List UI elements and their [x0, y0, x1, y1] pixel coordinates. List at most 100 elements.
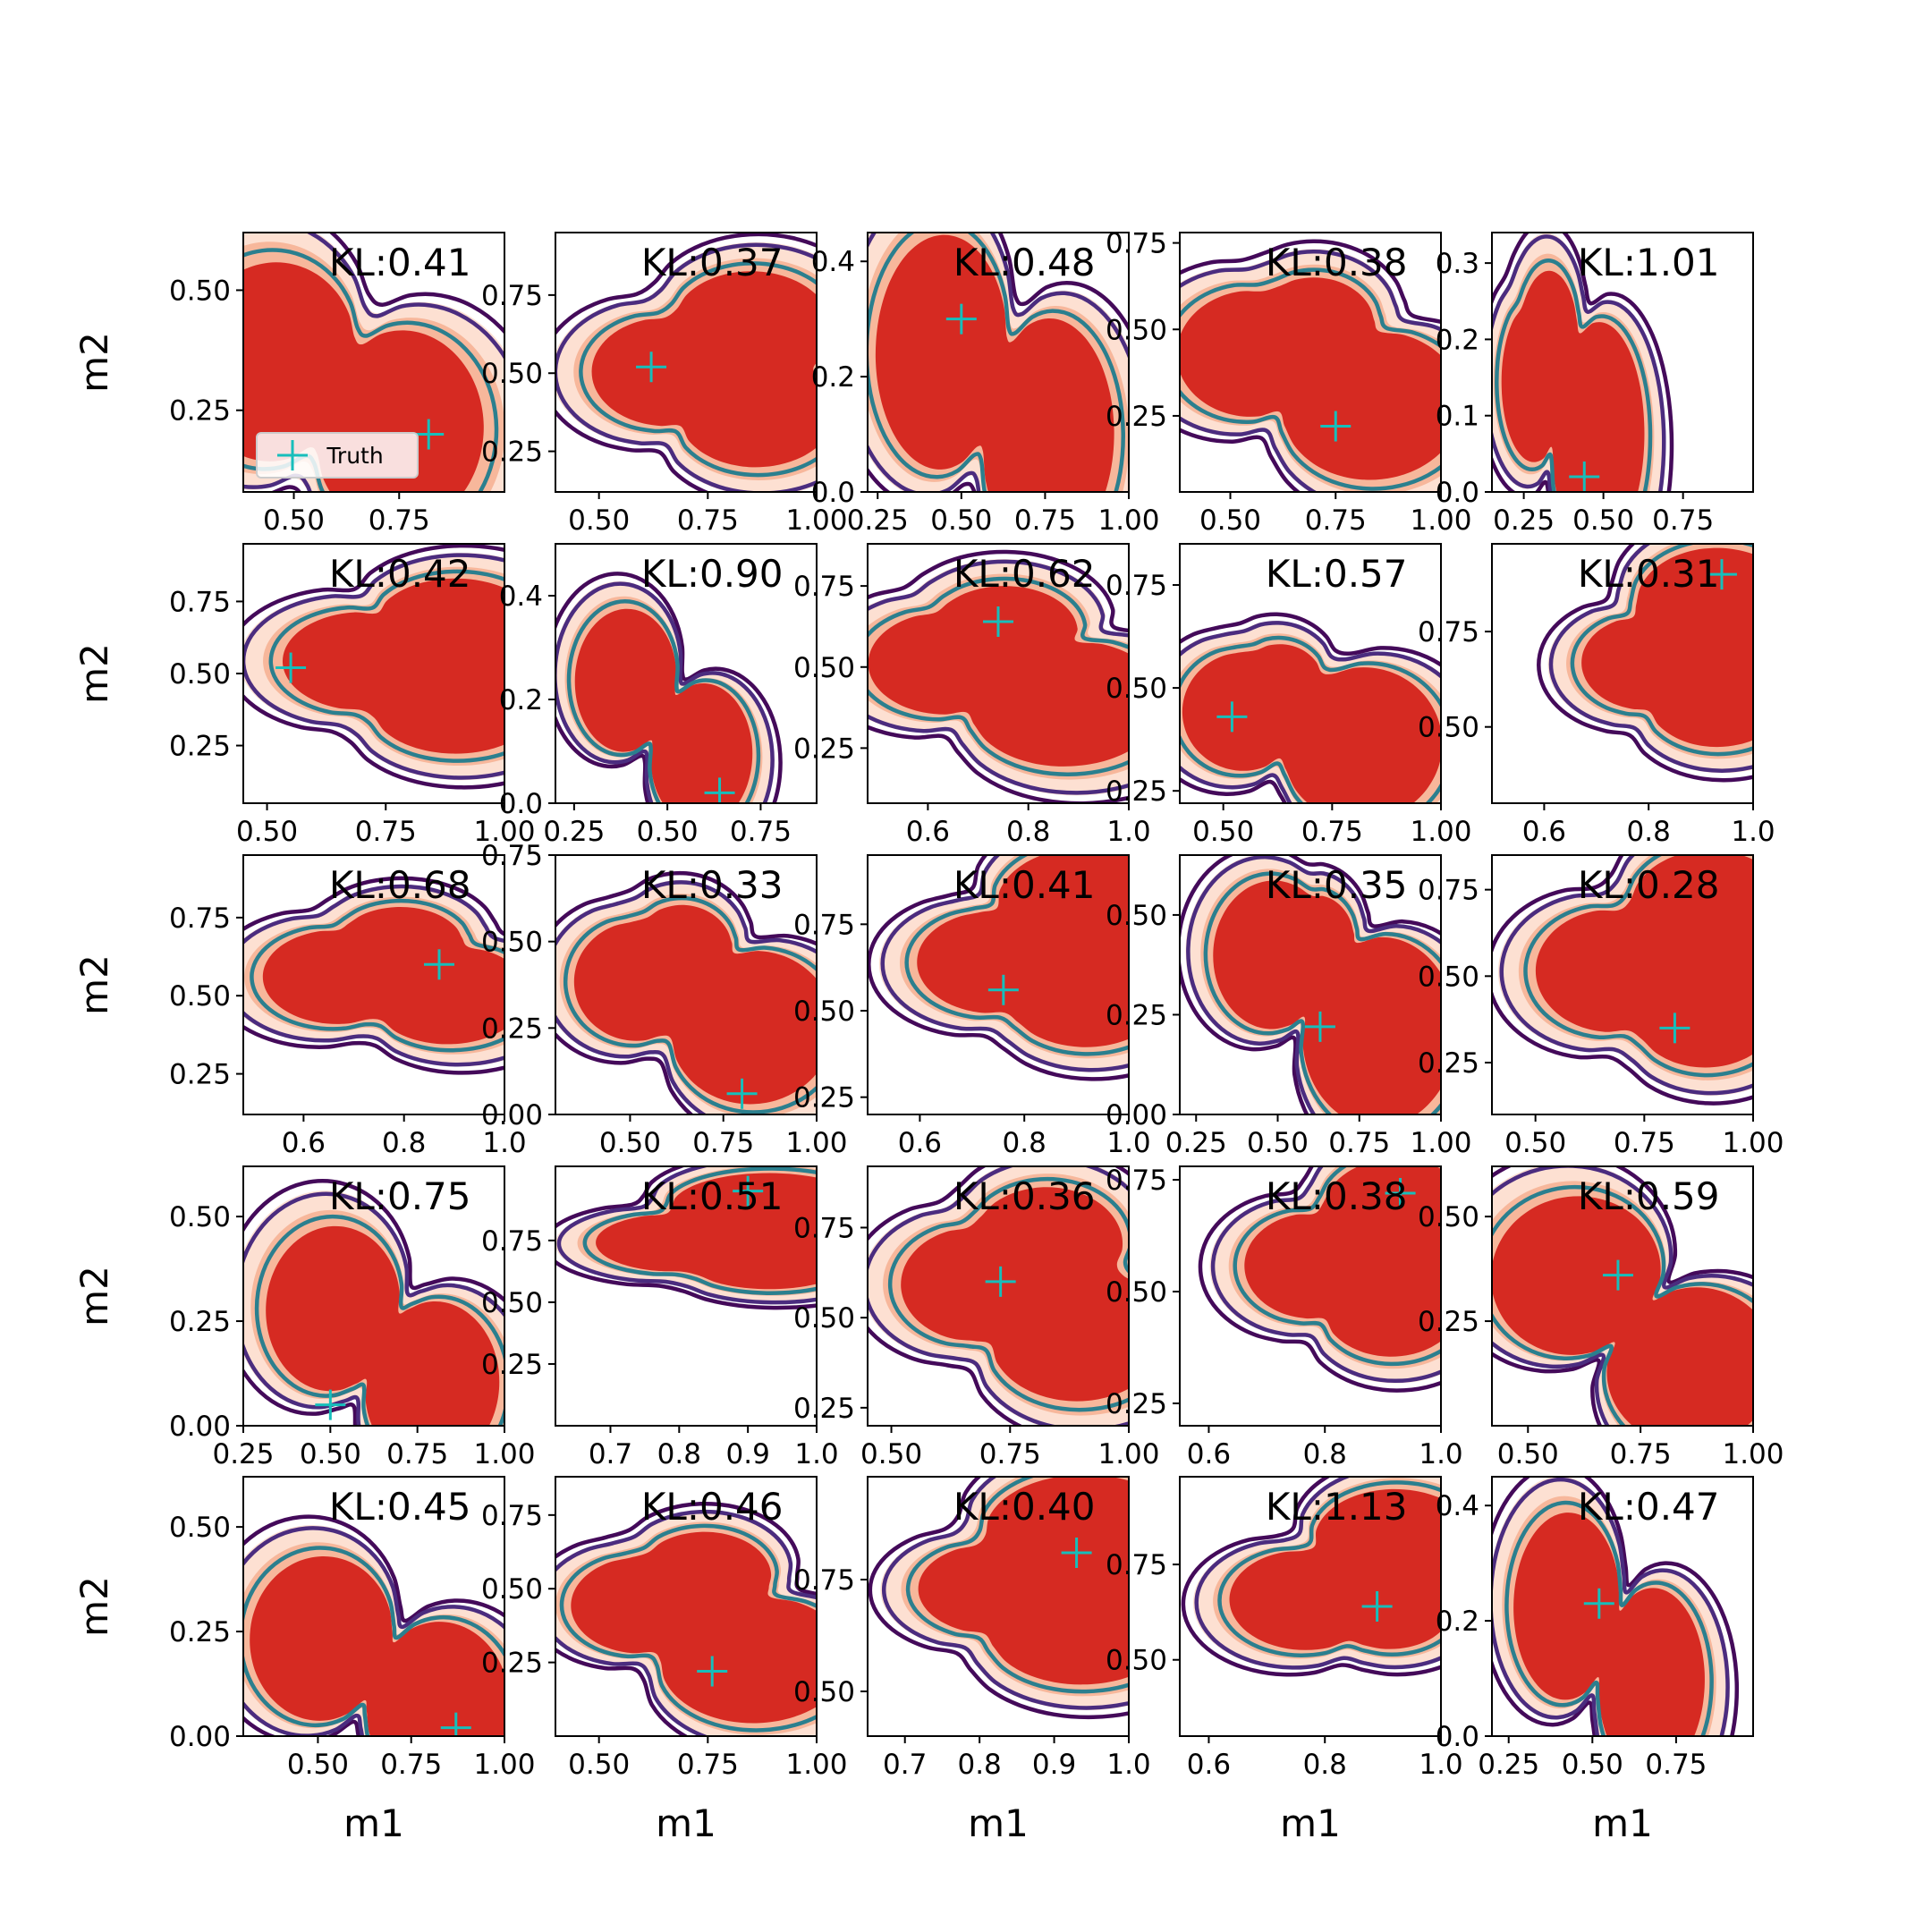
panel-r1-c5: KL:1.01 0.25 0.50 0.75 0.0 0.1 0.2 0.3: [1436, 232, 1754, 537]
y-tick-label: 0.25: [169, 1059, 231, 1091]
density-fill-inner: [250, 1555, 504, 1736]
contour-mid: [1180, 621, 1441, 803]
x-tick-label: 0.75: [692, 1127, 754, 1159]
contour-mid: [1492, 1477, 1730, 1736]
plot-area: [243, 1514, 504, 1736]
axes-frame: [1491, 543, 1754, 804]
contour-mid: [1492, 234, 1666, 492]
y-axis-label: m2: [72, 643, 116, 704]
density-fill-inner: [1501, 270, 1645, 492]
contour-mid: [882, 1477, 1129, 1710]
axes-frame: [242, 1476, 505, 1737]
x-tick-label: 0.8: [1006, 816, 1050, 848]
plot-area: [868, 1166, 1129, 1426]
x-tick-label: 0.75: [1328, 1127, 1390, 1159]
y-tick-label: 0.75: [1106, 228, 1167, 260]
plot-area: [243, 233, 504, 492]
y-tick-label: 0.75: [793, 1564, 855, 1597]
x-tick-label: 0.25: [543, 816, 605, 848]
contour-inner: [243, 1546, 504, 1736]
y-tick-label: 0.50: [793, 996, 855, 1028]
y-tick-label: 0.75: [481, 1500, 543, 1532]
y-tick-label: 0.50: [1106, 1276, 1167, 1309]
truth-marker: [945, 303, 977, 335]
contour-mid: [1548, 544, 1753, 773]
axes-frame: [1491, 1476, 1754, 1737]
panel-grid: KL:0.41 0.50 0.75 0.25 0.50 m2 Truth KL:0.37 0.5…: [72, 228, 1784, 1845]
x-tick-label: 0.50: [568, 504, 630, 537]
truth-marker: [1706, 559, 1737, 590]
contour-mid: [243, 1526, 504, 1736]
y-tick-label: 0.25: [169, 395, 231, 428]
contour-mid: [555, 880, 817, 1114]
axes-frame: [1491, 232, 1754, 493]
x-tick-label: 0.50: [568, 1749, 630, 1781]
y-tick-label: 0.50: [1106, 673, 1167, 705]
kl-label: KL:0.38: [1266, 1174, 1408, 1218]
y-tick-label: 0.50: [481, 1573, 543, 1606]
contour-inner: [566, 599, 761, 803]
contour-mid: [868, 559, 1129, 795]
x-tick-label: 1.00: [1722, 1127, 1784, 1159]
x-tick-label: 0.9: [1032, 1749, 1076, 1781]
x-tick-label: 0.25: [1493, 504, 1555, 537]
panel-r3-c1: KL:0.68 0.6 0.8 1.0 0.25 0.50 0.75 m2: [72, 854, 527, 1159]
contour-inner: [1180, 635, 1441, 803]
y-tick-label: 0.50: [1106, 1645, 1167, 1677]
axes-frame: [555, 1476, 818, 1737]
x-tick-label: 0.75: [1652, 504, 1714, 537]
y-axis-label: m2: [72, 954, 116, 1015]
y-tick-label: 0.25: [793, 1393, 855, 1425]
panel-r4-c3: KL:0.360.50 0.75 1.000.250.500.75: [793, 1165, 1160, 1470]
truth-marker: [315, 1389, 346, 1420]
x-axis-label: m1: [343, 1801, 404, 1845]
contour-inner: [887, 1176, 1129, 1412]
truth-marker: [726, 1078, 758, 1109]
x-tick-label: 0.9: [726, 1438, 770, 1470]
x-tick-label: 0.7: [589, 1438, 632, 1470]
y-tick-label: 0.50: [481, 1287, 543, 1319]
contour-outer: [1198, 1166, 1441, 1393]
x-tick-label: 0.50: [637, 816, 699, 848]
x-tick-label: 0.75: [1014, 504, 1076, 537]
plot-area: [868, 1477, 1129, 1720]
contour-inner: [1523, 855, 1753, 1078]
contour-inner: [1495, 258, 1653, 492]
contour-outer: [1180, 855, 1441, 1114]
y-tick-label: 0.75: [481, 280, 543, 312]
x-tick-label: 1.0: [1106, 1127, 1150, 1159]
truth-marker: [1061, 1538, 1092, 1568]
kl-label: KL:1.01: [1578, 241, 1720, 284]
x-tick-label: 1.00: [473, 1749, 535, 1781]
axes-frame: [1179, 854, 1442, 1115]
kl-label: KL:0.51: [641, 1174, 784, 1218]
y-tick-label: 0.25: [1106, 1388, 1167, 1420]
contour-inner: [1180, 267, 1441, 491]
contour-mid: [880, 855, 1129, 1072]
x-tick-label: 0.6: [1187, 1749, 1231, 1781]
y-tick-label: 0.75: [1106, 1549, 1167, 1581]
y-tick-label: 0.50: [481, 358, 543, 390]
x-tick-label: 0.6: [1187, 1438, 1231, 1470]
plot-area: [1180, 239, 1441, 492]
truth-marker: [983, 606, 1013, 637]
x-tick-label: 0.8: [1303, 1749, 1347, 1781]
y-tick-label: 0.75: [1418, 875, 1479, 907]
panel-r5-c2: KL:0.46 0.50 0.75 1.00 0.25 0.50 0.75 m1: [481, 1476, 848, 1845]
density-fill-inner: [1535, 855, 1753, 1068]
plot-area: [868, 549, 1129, 803]
panel-r3-c2: KL:0.33 0.50 0.75 1.00 0.00 0.25 0.50 0.75: [481, 840, 848, 1159]
kl-label: KL:0.35: [1266, 863, 1408, 907]
y-tick-label: 0.0: [1436, 1721, 1479, 1753]
x-tick-label: 0.50: [1192, 816, 1254, 848]
kl-label: KL:0.48: [953, 241, 1096, 284]
y-tick-label: 0.50: [1106, 314, 1167, 346]
plot-area: [1492, 1166, 1753, 1426]
contour-mid: [555, 1509, 817, 1736]
y-tick-label: 0.25: [481, 436, 543, 469]
axes-frame: [867, 543, 1130, 804]
y-tick-label: 0.4: [811, 246, 855, 278]
panel-r3-c5: KL:0.28 0.50 0.75 1.00 0.25 0.50 0.75: [1418, 854, 1784, 1159]
axes-frame: [555, 543, 818, 804]
